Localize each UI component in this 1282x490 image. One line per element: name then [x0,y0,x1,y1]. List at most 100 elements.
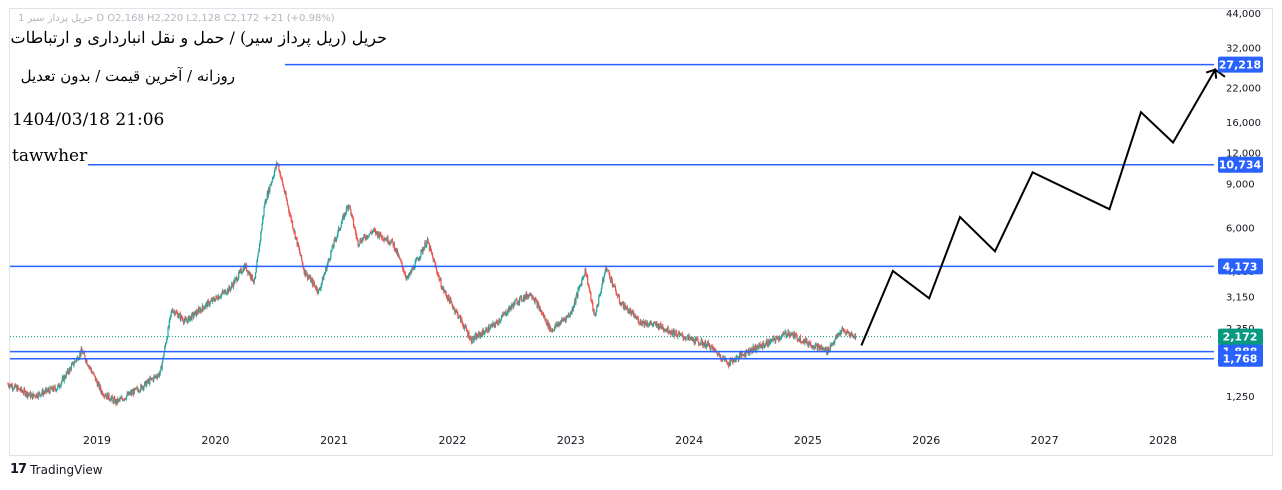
candle [134,387,136,391]
candle-body [448,299,451,304]
candle-body [349,205,351,207]
candle-body [439,280,441,281]
candle [754,344,756,351]
candle [383,237,385,244]
candle-body [665,329,667,331]
candle [127,390,130,396]
candle [819,345,821,350]
candle-body [651,324,654,326]
candle [627,308,630,314]
candle [451,301,453,308]
candle [411,266,413,273]
candle-body [275,163,277,168]
candle-body [791,332,793,335]
candle-body [518,297,521,304]
candle-body [308,276,310,278]
candle [444,290,446,294]
candle-body [222,291,224,293]
candle-body [667,326,669,333]
candle-body [611,280,613,286]
candle-body [712,348,715,352]
candle-body [552,329,554,331]
candle [623,306,625,311]
candle [587,282,589,287]
candle-body [308,277,311,279]
candle-body [837,334,839,337]
candle [44,387,47,394]
candle [109,398,111,402]
candle-body [225,293,227,295]
candle-body [516,299,518,305]
candle-body [197,308,200,314]
candle [12,387,14,392]
candle-body [568,314,570,317]
candle-body [425,245,427,248]
candle [786,333,789,338]
candle [177,311,179,318]
candle [459,314,462,323]
candle-body [533,298,535,300]
candle-body [289,214,291,216]
candle [371,229,373,235]
candle-body [419,256,421,259]
candle [161,361,163,372]
candle [569,311,571,318]
candle [221,288,224,295]
candle-body [317,291,319,294]
candle-body [415,259,418,261]
candle-body [435,267,438,272]
candle-body [154,376,156,377]
candle-body [840,332,842,334]
candle [131,388,133,397]
candle [297,242,299,247]
candle [763,343,765,349]
candle-body [170,311,172,316]
candle [503,312,505,317]
candle-body [688,335,691,339]
candle [493,322,495,326]
candle [535,296,537,301]
candle-body [548,323,550,328]
y-tick-label: 32,000 [1226,43,1261,54]
candle [26,390,28,399]
candle [772,335,774,343]
candle [561,318,563,322]
candle-body [249,273,251,278]
candle-body [142,386,144,389]
candle-body [89,367,91,369]
candle-body [830,344,832,347]
candle [532,295,534,301]
candle-body [356,236,358,238]
candle [560,320,562,325]
candle [398,256,401,260]
candle [51,385,53,390]
candle [564,317,566,322]
candle [253,276,255,285]
candle [104,393,106,398]
tradingview-logo[interactable]: 17 TradingView [10,462,103,477]
candle [279,170,281,177]
candle-body [181,315,183,319]
candle-body [321,277,323,283]
candle-body [732,361,734,363]
candle-body [309,276,311,279]
candle [22,390,24,396]
candle [122,399,124,402]
candle-body [561,319,563,320]
candle [312,277,314,288]
candle [278,169,281,174]
candle [146,379,148,384]
candle-body [611,277,613,281]
candle [179,311,181,322]
candle-body [334,238,336,240]
candle-body [720,355,722,360]
candle [374,227,376,233]
candle-body [813,346,815,348]
candle [770,339,772,343]
candle [341,215,344,224]
candle [659,322,661,329]
candle-body [54,386,56,390]
candle [403,268,405,276]
candle [198,306,200,310]
